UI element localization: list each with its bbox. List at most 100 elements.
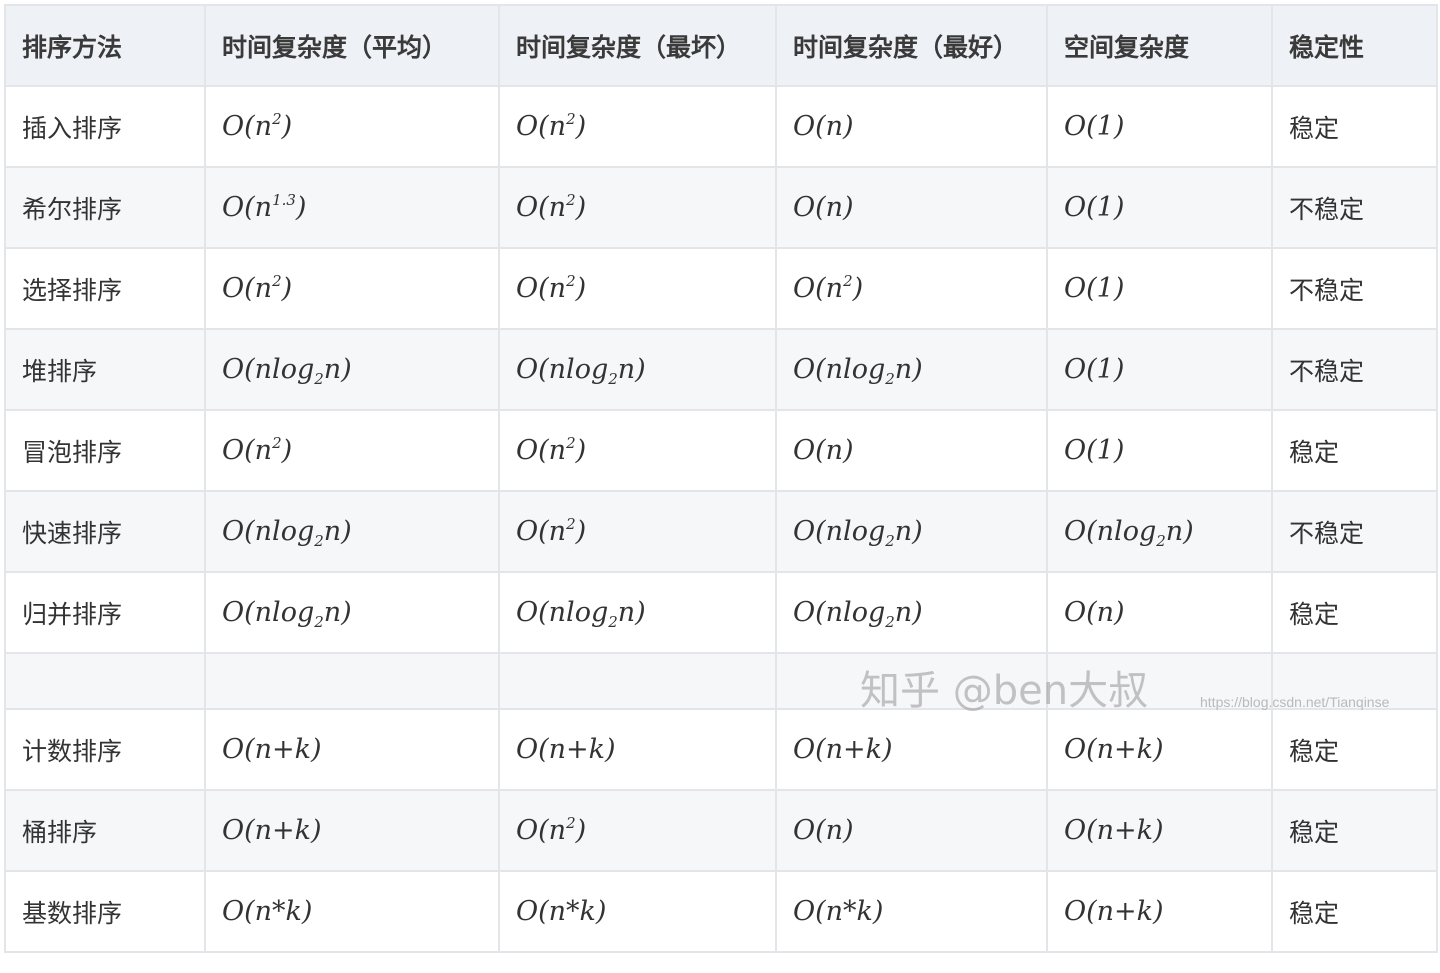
formula-pre: O(n	[516, 435, 567, 466]
column-header: 时间复杂度（最坏）	[498, 4, 777, 87]
complexity-cell: O(n1.3)	[204, 166, 500, 249]
formula-sub: 2	[885, 613, 895, 631]
complexity-cell: O(n+k)	[775, 708, 1048, 791]
column-header: 稳定性	[1271, 4, 1438, 87]
complexity-formula: O(n+k)	[1064, 815, 1164, 846]
formula-pre: O(nlog	[222, 516, 315, 547]
zhihu-watermark: 知乎 @ben大叔	[860, 668, 1149, 714]
complexity-cell: O(1)	[1046, 247, 1273, 330]
empty-cell	[204, 652, 500, 710]
formula-pre: O(n	[516, 516, 567, 547]
stability-cell: 稳定	[1271, 789, 1438, 872]
complexity-cell: O(n2)	[204, 247, 500, 330]
formula-pre: O(nlog	[793, 516, 886, 547]
stability-cell: 不稳定	[1271, 490, 1438, 573]
column-header: 空间复杂度	[1046, 4, 1273, 87]
complexity-formula: O(n+k)	[222, 815, 322, 846]
complexity-formula: O(1)	[1064, 192, 1124, 223]
formula-pre: O(nlog	[516, 354, 609, 385]
complexity-cell: O(n2)	[498, 789, 777, 872]
complexity-cell: O(n+k)	[204, 789, 500, 872]
formula-sup: 2	[566, 191, 576, 209]
formula-post: n)	[894, 516, 923, 547]
complexity-formula: O(n2)	[516, 435, 586, 466]
formula-sup: 2	[272, 434, 282, 452]
formula-pre: O(n)	[793, 435, 854, 466]
formula-pre: O(nlog	[516, 597, 609, 628]
sort-method-name: 堆排序	[4, 328, 206, 411]
complexity-formula: O(n+k)	[222, 734, 322, 765]
csdn-watermark: https://blog.csdn.net/Tianqinse	[1200, 694, 1390, 710]
formula-post: n)	[323, 597, 352, 628]
formula-pre: O(n*k)	[222, 896, 313, 927]
formula-sub: 2	[885, 370, 895, 388]
sort-method-name: 计数排序	[4, 708, 206, 791]
complexity-formula: O(1)	[1064, 435, 1124, 466]
complexity-cell: O(n2)	[498, 247, 777, 330]
formula-post: )	[575, 192, 587, 223]
formula-pre: O(n+k)	[222, 734, 322, 765]
table-row: 希尔排序 O(n1.3) O(n2) O(n) O(1) 不稳定	[4, 166, 1438, 249]
formula-sup: 2	[272, 272, 282, 290]
table-row: 选择排序 O(n2) O(n2) O(n2) O(1) 不稳定	[4, 247, 1438, 330]
complexity-formula: O(n+k)	[1064, 734, 1164, 765]
complexity-formula: O(1)	[1064, 273, 1124, 304]
formula-pre: O(n*k)	[793, 896, 884, 927]
complexity-formula: O(n)	[793, 192, 854, 223]
formula-pre: O(n	[222, 192, 273, 223]
formula-post: n)	[323, 516, 352, 547]
formula-post: n)	[894, 354, 923, 385]
empty-cell	[4, 652, 206, 710]
formula-pre: O(n	[222, 111, 273, 142]
sort-method-name: 归并排序	[4, 571, 206, 654]
table-row: 堆排序 O(nlog2n) O(nlog2n) O(nlog2n) O(1) 不稳定	[4, 328, 1438, 411]
complexity-formula: O(nlog2n)	[516, 354, 646, 387]
complexity-formula: O(n)	[793, 815, 854, 846]
formula-pre: O(1)	[1064, 192, 1125, 223]
complexity-formula: O(nlog2n)	[222, 354, 352, 387]
complexity-cell: O(nlog2n)	[498, 328, 777, 411]
complexity-formula: O(n2)	[516, 192, 586, 223]
formula-pre: O(n	[516, 815, 567, 846]
formula-pre: O(n*k)	[516, 896, 607, 927]
complexity-formula: O(n2)	[516, 516, 586, 547]
complexity-cell: O(n)	[775, 409, 1048, 492]
formula-post: )	[575, 516, 587, 547]
complexity-cell: O(1)	[1046, 409, 1273, 492]
formula-sub: 2	[608, 613, 618, 631]
complexity-cell: O(n*k)	[775, 870, 1048, 953]
formula-sup: 2	[566, 110, 576, 128]
complexity-cell: O(n)	[775, 789, 1048, 872]
complexity-cell: O(n+k)	[1046, 870, 1273, 953]
complexity-cell: O(n2)	[498, 85, 777, 168]
formula-pre: O(n)	[1064, 597, 1125, 628]
formula-sub: 2	[1156, 532, 1166, 550]
complexity-formula: O(n)	[793, 435, 854, 466]
formula-pre: O(n+k)	[1064, 896, 1164, 927]
formula-sup: 1.3	[272, 191, 296, 209]
complexity-formula: O(n1.3)	[222, 192, 306, 223]
complexity-cell: O(n)	[775, 166, 1048, 249]
complexity-formula: O(1)	[1064, 111, 1124, 142]
complexity-formula: O(n2)	[222, 273, 292, 304]
table-row: 桶排序 O(n+k) O(n2) O(n) O(n+k) 稳定	[4, 789, 1438, 872]
formula-post: n)	[894, 597, 923, 628]
formula-pre: O(n	[516, 111, 567, 142]
complexity-formula: O(nlog2n)	[222, 597, 352, 630]
complexity-cell: O(n2)	[498, 166, 777, 249]
table-row: 插入排序 O(n2) O(n2) O(n) O(1) 稳定	[4, 85, 1438, 168]
complexity-cell: O(nlog2n)	[204, 490, 500, 573]
formula-pre: O(n)	[793, 815, 854, 846]
formula-pre: O(1)	[1064, 354, 1125, 385]
complexity-formula: O(n2)	[793, 273, 863, 304]
complexity-cell: O(1)	[1046, 328, 1273, 411]
stability-cell: 稳定	[1271, 409, 1438, 492]
complexity-cell: O(n+k)	[1046, 708, 1273, 791]
complexity-formula: O(n+k)	[516, 734, 616, 765]
formula-pre: O(1)	[1064, 111, 1125, 142]
complexity-cell: O(nlog2n)	[204, 328, 500, 411]
formula-sup: 2	[566, 434, 576, 452]
formula-pre: O(nlog	[222, 354, 315, 385]
formula-pre: O(1)	[1064, 273, 1125, 304]
formula-post: n)	[323, 354, 352, 385]
